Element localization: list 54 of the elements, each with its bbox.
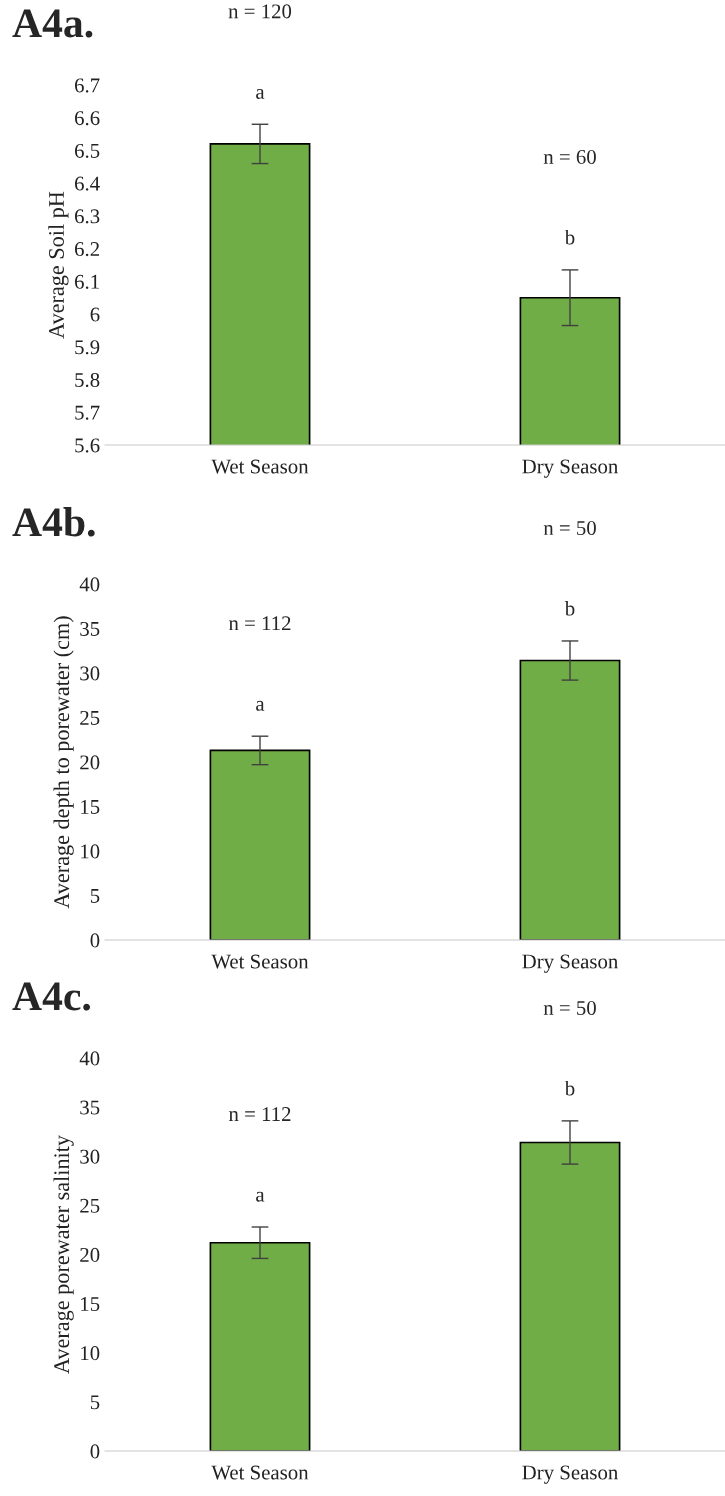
y-tick-label: 40: [79, 577, 100, 592]
y-tick-label: 6: [90, 307, 100, 322]
y-axis-title: Average depth to porewater (cm): [53, 616, 74, 909]
y-tick-label: 40: [79, 1051, 100, 1066]
y-tick-label: 5.8: [75, 372, 100, 388]
y-tick-label: 6.2: [74, 242, 99, 257]
chart-title: A4c.: [12, 982, 90, 1011]
x-tick-label: Wet Season: [211, 954, 309, 969]
y-axis-title: Average porewater salinity: [53, 1135, 74, 1374]
annotation: n = 60: [543, 149, 596, 165]
y-tick-label: 6.7: [74, 78, 100, 93]
y-tick-label: 35: [80, 621, 100, 636]
y-tick-label: 5.7: [75, 405, 100, 420]
y-tick-label: 5: [90, 889, 100, 903]
y-tick-label: 10: [81, 844, 100, 859]
x-tick-label: Dry Season: [522, 1465, 618, 1484]
y-tick-label: 5.6: [75, 438, 100, 453]
y-tick-label: 35: [80, 1100, 100, 1115]
y-tick-label: 20: [80, 755, 100, 770]
x-tick-label: Wet Season: [211, 459, 309, 474]
y-tick-label: 6.6: [74, 111, 100, 126]
y-tick-label: 5.9: [75, 340, 100, 355]
y-tick-label: 30: [80, 1149, 100, 1164]
chart-title: A4b.: [12, 507, 95, 537]
annotation: b: [564, 600, 575, 616]
y-tick-label: 30: [80, 666, 100, 681]
y-tick-label: 25: [80, 1198, 100, 1213]
y-axis-title: Average Soil pH: [48, 191, 69, 339]
annotation: a: [256, 1191, 265, 1202]
y-tick-label: 10: [81, 1346, 100, 1361]
chart-title: A4a.: [12, 9, 93, 38]
x-tick-label: Dry Season: [522, 459, 618, 478]
y-tick-label: 0: [90, 933, 100, 948]
y-tick-label: 6.4: [74, 176, 100, 191]
text: n = 50: [543, 521, 596, 536]
y-tick-label: 6.3: [74, 209, 100, 224]
y-tick-label: 0: [90, 1444, 100, 1459]
text: n = 120: [228, 4, 292, 19]
y-tick-label: 6.1: [74, 274, 99, 289]
text: n = 50: [543, 1000, 596, 1015]
y-tick-label: 25: [80, 710, 100, 725]
x-tick-label: Wet Season: [211, 1465, 309, 1480]
annotation: a: [256, 88, 265, 99]
x-tick-label: Dry Season: [522, 954, 618, 973]
y-tick-label: 5: [90, 1395, 100, 1410]
annotation: b: [564, 229, 575, 245]
annotation: a: [256, 700, 265, 711]
annotation: n = 112: [228, 616, 291, 631]
y-tick-label: 15: [81, 1297, 100, 1312]
annotation: n = 112: [228, 1107, 291, 1121]
y-tick-label: 15: [81, 799, 100, 814]
annotation: b: [564, 1080, 575, 1096]
y-tick-label: 6.5: [74, 143, 100, 158]
y-tick-label: 20: [80, 1247, 100, 1262]
